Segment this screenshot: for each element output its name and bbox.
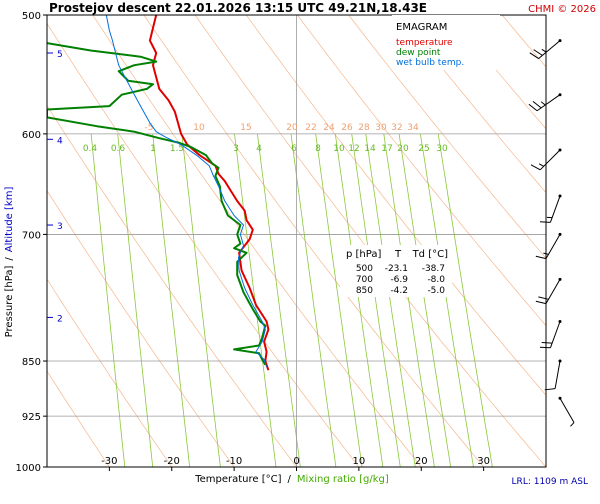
dry-adiabat-label: 15 — [240, 123, 251, 133]
diagram-name: EMAGRAM — [396, 22, 447, 33]
dry-adiabat-label: 20 — [286, 123, 298, 133]
mixing-ratio-label: 6 — [291, 144, 297, 154]
station-info: LRL: 1109 m ASL — [512, 477, 588, 487]
mixing-ratio-label: 20 — [397, 144, 409, 154]
pressure-tick-label: 700 — [22, 230, 41, 241]
dry-adiabat-label: 34 — [407, 123, 419, 133]
dry-adiabat-label: -5 — [145, 123, 154, 133]
mixing-ratio-label: 12 — [348, 144, 359, 154]
wind-barb-flag — [540, 222, 550, 223]
x-tick-label: 30 — [477, 456, 490, 467]
pressure-tick-label: 500 — [22, 11, 41, 22]
y-axis-label-altitude: Altitude [km] — [4, 187, 15, 253]
dry-adiabat-label: 26 — [341, 123, 353, 133]
x-tick-label: -10 — [226, 456, 242, 467]
table-header-p: p [hPa] — [346, 249, 381, 260]
table-cell-td-850: -5.0 — [427, 286, 445, 296]
legend-dew-point: dew point — [396, 48, 441, 58]
pressure-tick-label: 600 — [22, 130, 41, 141]
x-tick-label: -20 — [164, 456, 180, 467]
table-header-t: T — [394, 249, 402, 260]
pressure-tick-label: 1000 — [16, 463, 41, 474]
mixing-ratio-label: 1 — [150, 144, 156, 154]
altitude-tick-label: 4 — [57, 136, 63, 146]
mixing-ratio-label: 17 — [381, 144, 392, 154]
mixing-ratio-label: 14 — [364, 144, 376, 154]
table-cell-td-700: -8.0 — [427, 275, 445, 285]
table-cell-t-700: -6.9 — [390, 275, 408, 285]
table-cell-p-850: 850 — [356, 286, 373, 296]
mixing-ratio-label: 10 — [333, 144, 345, 154]
x-axis-label-temperature: Temperature [°C] — [194, 474, 281, 485]
table-cell-td-500: -38.7 — [422, 264, 445, 274]
dry-adiabat-label: 32 — [391, 123, 402, 133]
altitude-tick-label: 2 — [57, 314, 63, 324]
mixing-ratio-label: 4 — [256, 144, 262, 154]
table-cell-t-500: -23.1 — [385, 264, 408, 274]
x-axis-label-mixing-ratio: Mixing ratio [g/kg] — [297, 474, 389, 485]
chart-credit: CHMI © 2026 — [528, 4, 596, 15]
altitude-tick-label: 3 — [57, 222, 63, 232]
summary-table: p [hPa] T Td [°C] 500 -23.1 -38.7 700 -6… — [340, 245, 452, 297]
legend: EMAGRAM temperature dew point wet bulb t… — [392, 15, 500, 70]
dry-adiabat-label: 24 — [323, 123, 335, 133]
mixing-ratio-label: 8 — [315, 144, 321, 154]
mixing-ratio-label: 25 — [418, 144, 429, 154]
wind-barb-flag — [542, 343, 552, 344]
x-tick-label: 20 — [415, 456, 428, 467]
pressure-tick-label: 925 — [22, 412, 41, 423]
dry-adiabat-label: 28 — [358, 123, 370, 133]
chart-title: Prostejov descent 22.01.2026 13:15 UTC 4… — [49, 1, 427, 15]
mixing-ratio-label: 3 — [233, 144, 239, 154]
dry-adiabat-label: 10 — [193, 123, 205, 133]
table-cell-t-850: -4.2 — [390, 286, 408, 296]
dry-adiabat-label: 30 — [375, 123, 387, 133]
mixing-ratio-label: 30 — [436, 144, 448, 154]
pressure-tick-label: 850 — [22, 357, 41, 368]
table-cell-p-700: 700 — [356, 275, 373, 285]
y-axis-label-pressure: Pressure [hPa] — [4, 266, 15, 338]
table-header-td: Td [°C] — [412, 249, 449, 260]
legend-temperature: temperature — [396, 38, 453, 48]
x-tick-label: 0 — [293, 456, 299, 467]
table-cell-p-500: 500 — [356, 264, 373, 274]
x-tick-label: 10 — [353, 456, 366, 467]
mixing-ratio-label: 0.6 — [111, 144, 126, 154]
legend-wet-bulb: wet bulb temp. — [396, 58, 464, 68]
wind-barb-flag — [540, 347, 550, 348]
dry-adiabat-label: 22 — [305, 123, 316, 133]
x-tick-label: -30 — [101, 456, 117, 467]
mixing-ratio-label: 0.4 — [83, 144, 98, 154]
altitude-tick-label: 5 — [57, 50, 63, 60]
